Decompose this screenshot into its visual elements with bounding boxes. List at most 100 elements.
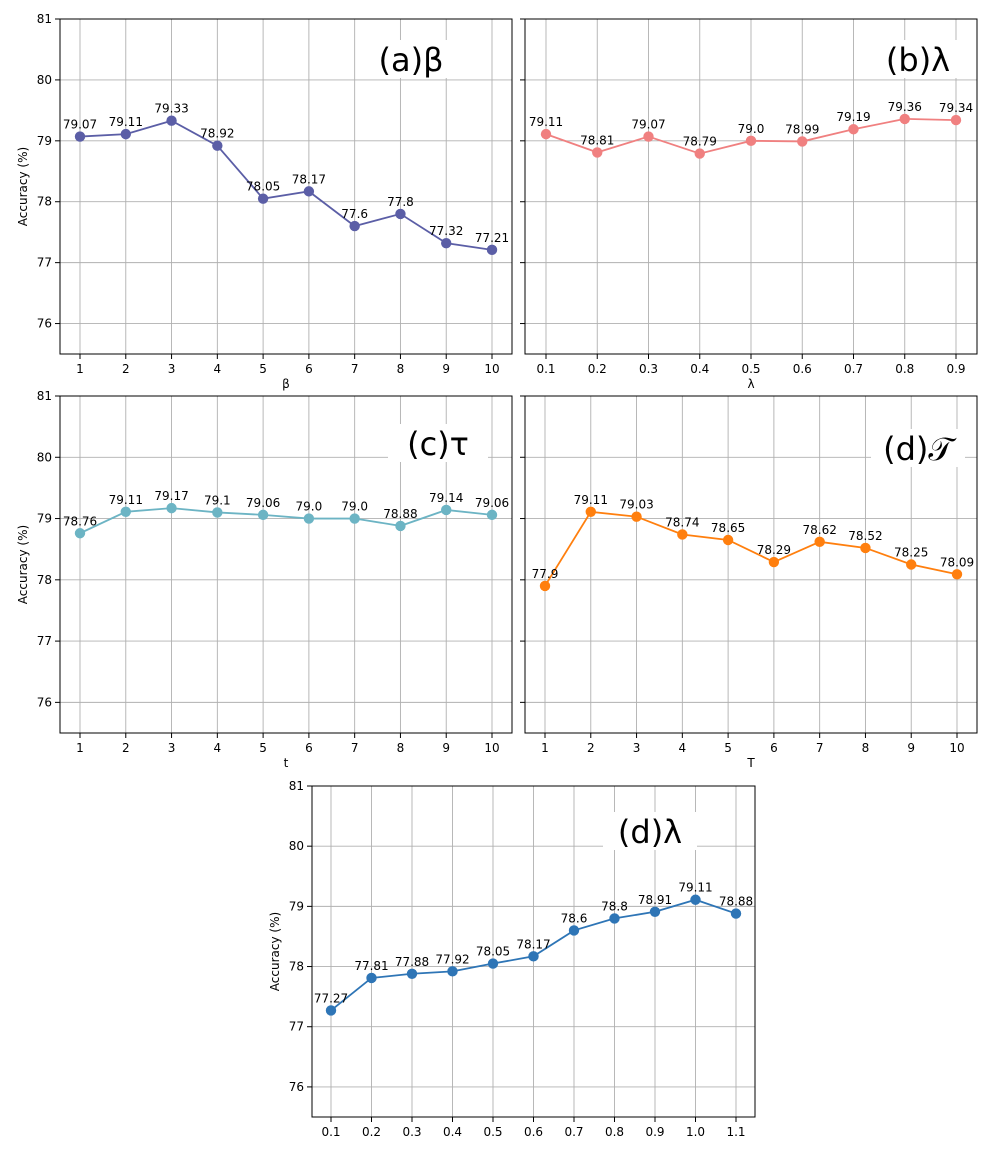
data-point xyxy=(797,136,808,147)
data-point xyxy=(212,507,223,518)
x-tick-label: 0.7 xyxy=(844,362,863,376)
data-label: 77.6 xyxy=(341,207,368,221)
x-tick-label: 3 xyxy=(168,741,176,755)
panel-title-backdrop xyxy=(871,429,965,467)
series-line xyxy=(79,119,493,251)
data-label: 78.25 xyxy=(894,546,928,560)
data-label: 77.32 xyxy=(429,224,463,238)
data-point xyxy=(631,511,642,522)
y-tick-label: 80 xyxy=(37,73,52,87)
data-point xyxy=(745,135,757,147)
data-point xyxy=(539,580,551,592)
data-point xyxy=(694,148,705,159)
y-axis-title: Accuracy (%) xyxy=(268,912,282,991)
y-tick-label: 77 xyxy=(37,256,52,270)
data-point xyxy=(540,128,552,140)
data-point xyxy=(74,528,86,539)
y-tick-label: 78 xyxy=(289,960,304,974)
data-label: 79.0 xyxy=(296,500,323,514)
data-label: 78.62 xyxy=(802,523,836,537)
data-label: 78.05 xyxy=(476,945,510,959)
data-label: 78.17 xyxy=(292,172,326,186)
y-tick-label: 79 xyxy=(37,134,52,148)
x-tick-label: 6 xyxy=(770,741,778,755)
y-tick-label: 81 xyxy=(289,779,304,793)
data-label: 78.88 xyxy=(719,895,753,909)
panel-title: (a)β xyxy=(379,41,444,79)
data-label: 78.29 xyxy=(757,543,791,557)
data-point xyxy=(441,504,452,516)
data-point xyxy=(649,906,661,917)
y-tick-label: 77 xyxy=(289,1020,304,1034)
data-point xyxy=(730,908,742,919)
x-tick-label: 1 xyxy=(541,741,549,755)
data-label: 79.11 xyxy=(109,115,143,129)
x-tick-label: 0.8 xyxy=(605,1125,624,1139)
x-tick-label: 0.9 xyxy=(645,1125,664,1139)
data-label: 79.1 xyxy=(204,493,231,507)
data-point xyxy=(950,114,962,126)
series-line xyxy=(79,507,493,535)
y-tick-label: 81 xyxy=(37,389,52,403)
data-point xyxy=(690,894,701,905)
chart-panel-e: 0.1 0.2 0.3 0.4 0.5 0.6 0.7 0.8 0.9 1.0 1.1 76 77 78 7… xyxy=(268,779,756,1139)
panel-title-backdrop xyxy=(872,40,964,78)
data-point xyxy=(486,509,498,521)
y-tick-label: 76 xyxy=(289,1080,304,1094)
x-tick-label: 7 xyxy=(351,362,359,376)
y-tick-label: 77 xyxy=(37,634,52,648)
x-tick-label: 7 xyxy=(351,741,359,755)
data-point xyxy=(447,966,458,977)
data-label: 79.03 xyxy=(619,498,653,512)
data-label: 78.88 xyxy=(383,507,417,521)
data-point xyxy=(349,220,360,232)
data-point xyxy=(860,542,871,554)
x-tick-label: 4 xyxy=(679,741,687,755)
y-tick-label: 79 xyxy=(289,899,304,913)
x-tick-label: 7 xyxy=(816,741,824,755)
data-point xyxy=(899,113,910,125)
x-tick-label: 8 xyxy=(862,741,870,755)
x-tick-label: 1.0 xyxy=(686,1125,705,1139)
data-label: 79.36 xyxy=(888,100,922,114)
x-tick-label: 6 xyxy=(305,741,313,755)
axes-frame xyxy=(59,395,513,734)
data-point xyxy=(303,186,315,197)
axes-frame xyxy=(524,395,978,734)
data-point xyxy=(768,556,780,568)
x-tick-label: 1 xyxy=(76,741,84,755)
x-tick-label: 10 xyxy=(949,741,964,755)
data-label: 79.06 xyxy=(475,496,509,510)
x-tick-label: 0.5 xyxy=(741,362,760,376)
data-label: 78.79 xyxy=(683,135,717,149)
data-label: 79.11 xyxy=(678,881,712,895)
data-point xyxy=(487,958,499,969)
x-tick-label: 5 xyxy=(259,362,267,376)
x-tick-label: 5 xyxy=(724,741,732,755)
data-label: 78.65 xyxy=(711,521,745,535)
x-axis-title: β xyxy=(282,377,290,391)
x-tick-label: 0.1 xyxy=(536,362,555,376)
y-tick-label: 76 xyxy=(37,317,52,331)
x-tick-label: 9 xyxy=(442,362,450,376)
y-tick-label: 80 xyxy=(289,839,304,853)
data-point xyxy=(303,513,315,524)
x-tick-label: 0.3 xyxy=(402,1125,421,1139)
data-label: 77.27 xyxy=(314,991,348,1005)
data-label: 79.11 xyxy=(529,115,563,129)
data-label: 79.11 xyxy=(109,493,143,507)
data-label: 78.17 xyxy=(516,937,550,951)
data-label: 79.0 xyxy=(341,500,368,514)
x-tick-label: 0.5 xyxy=(483,1125,502,1139)
data-label: 79.33 xyxy=(154,102,188,116)
data-point xyxy=(325,1005,337,1016)
y-tick-label: 78 xyxy=(37,573,52,587)
y-tick-label: 79 xyxy=(37,512,52,526)
panel-title-backdrop xyxy=(361,40,461,78)
data-point xyxy=(120,506,131,518)
data-point xyxy=(349,513,360,524)
data-point xyxy=(395,520,406,532)
